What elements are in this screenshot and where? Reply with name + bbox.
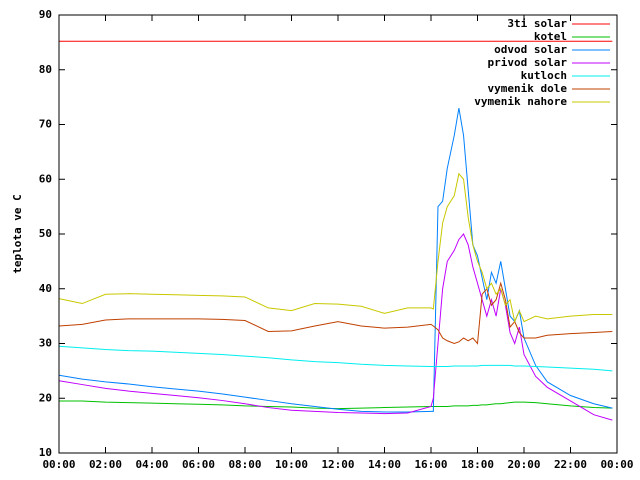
x-tick-label: 10:00 <box>275 458 308 471</box>
x-tick-label: 16:00 <box>414 458 447 471</box>
x-tick-label: 04:00 <box>135 458 168 471</box>
x-tick-label: 06:00 <box>182 458 215 471</box>
legend-label: vymenik nahore <box>474 95 567 108</box>
legend-label: vymenik dole <box>488 82 568 95</box>
legend-label: odvod solar <box>494 43 567 56</box>
y-tick-label: 30 <box>39 337 52 350</box>
series-line <box>58 233 613 421</box>
x-tick-label: 20:00 <box>507 458 540 471</box>
y-tick-label: 90 <box>39 8 52 21</box>
x-tick-label: 00:00 <box>42 458 75 471</box>
y-tick-label: 80 <box>39 63 52 76</box>
legend-label: kotel <box>534 30 567 43</box>
y-tick-label: 20 <box>39 391 52 404</box>
y-tick-label: 40 <box>39 282 52 295</box>
x-tick-label: 18:00 <box>461 458 494 471</box>
y-axis-label: teplota ve C <box>11 194 24 273</box>
y-tick-label: 50 <box>39 227 52 240</box>
plot-border <box>58 14 618 454</box>
y-tick-label: 60 <box>39 172 52 185</box>
x-tick-label: 14:00 <box>368 458 401 471</box>
x-tick-label: 12:00 <box>321 458 354 471</box>
legend-label: privod solar <box>488 56 568 69</box>
series-line <box>58 172 613 324</box>
series-line <box>58 281 613 345</box>
legend-label: kutloch <box>521 69 567 82</box>
x-tick-label: 22:00 <box>554 458 587 471</box>
x-tick-label: 00:00 <box>600 458 633 471</box>
x-tick-label: 08:00 <box>228 458 261 471</box>
y-tick-label: 70 <box>39 118 52 131</box>
x-tick-label: 02:00 <box>89 458 122 471</box>
legend-label: 3ti solar <box>507 17 567 30</box>
y-tick-label: 10 <box>39 446 52 459</box>
series-line <box>59 400 613 410</box>
series-line <box>58 345 613 372</box>
